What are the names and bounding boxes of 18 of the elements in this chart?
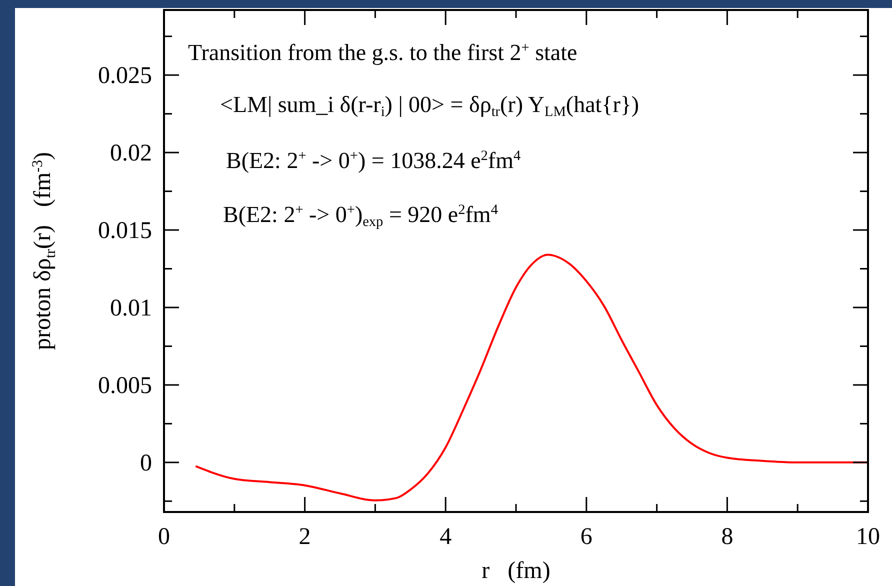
- annotation: B(E2: 2$^{+}$ -> 0$^{+}$) = 1038.24 e$^{2}$fm$^{4}$: [226, 148, 521, 173]
- line-series: [194, 254, 868, 502]
- x-tick-label: 10: [856, 524, 880, 550]
- x-tick-label: 6: [580, 524, 592, 550]
- annotation: <LM| sum_i δ(r-r$_{i}$) | 00> = δρ$_{tr}$(r) Y$_{LM}$(hat{r}): [220, 92, 640, 120]
- x-axis-title: r (fm): [482, 558, 550, 584]
- y-tick-label: 0.01: [110, 295, 152, 322]
- y-tick-label: 0: [140, 450, 152, 476]
- y-tick-label: 0.02: [110, 140, 152, 167]
- x-tick-label: 2: [298, 524, 311, 550]
- y-tick-label: 0.015: [98, 218, 152, 244]
- y-tick-label: 0.025: [98, 63, 152, 90]
- text: B(E2: 2$^{+}$ -> 0$^{+}$)$_{exp}$ = 920 e$^{2}$fm$^{4}$: [223, 202, 498, 230]
- x-tick-label: 0: [158, 524, 170, 550]
- x-tick-label: 4: [440, 524, 452, 550]
- x-tick-label: 8: [721, 524, 734, 550]
- annotation: Transition from the g.s. to the first 2$^{+}$ state: [188, 40, 578, 65]
- y-tick-label: 0.005: [98, 372, 152, 399]
